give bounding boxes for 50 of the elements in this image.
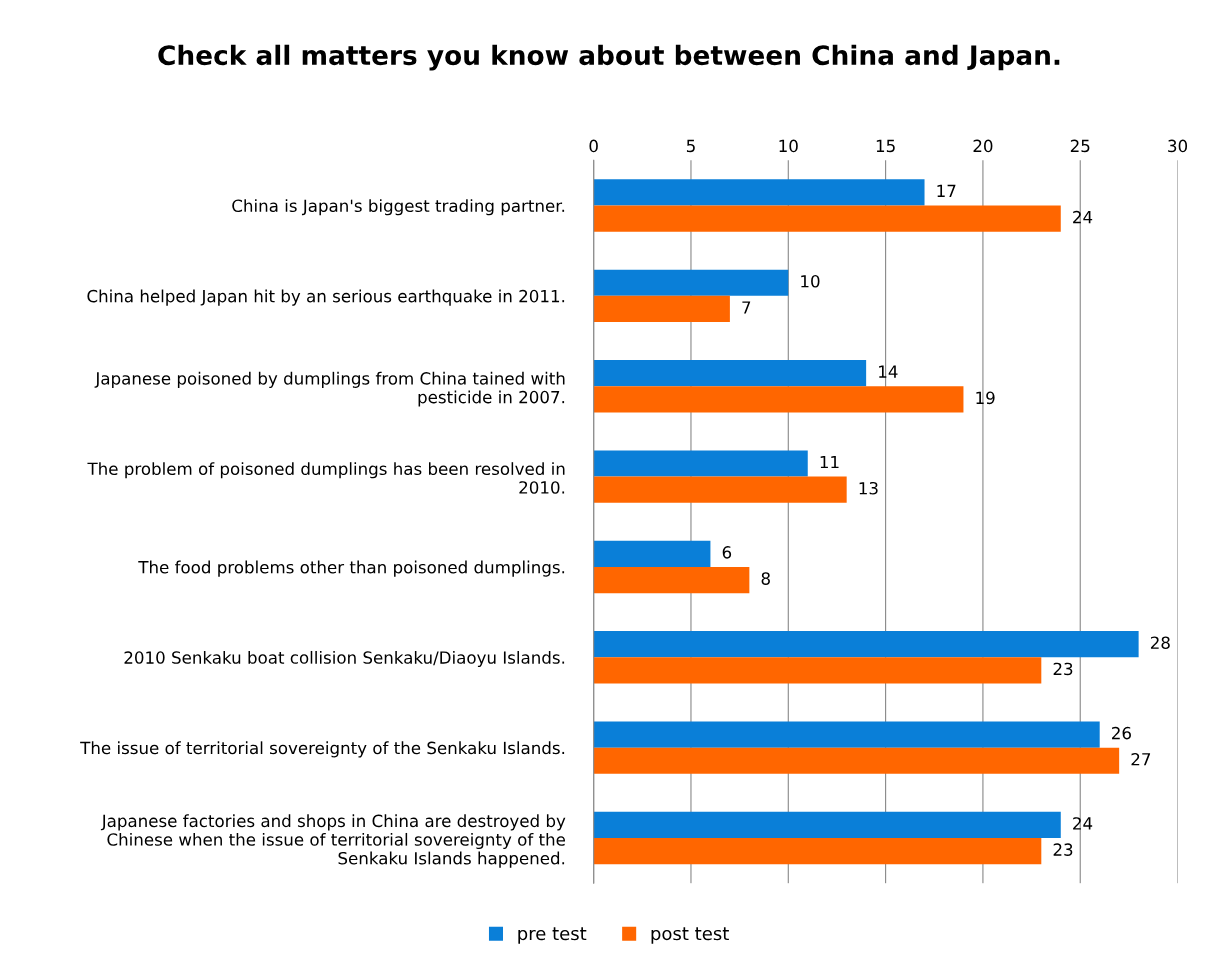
y-tick-label: The food problems other than poisoned dumplings.	[138, 560, 565, 577]
x-tick-label: 0	[589, 139, 598, 153]
data-label: 8	[761, 572, 770, 585]
bar	[593, 631, 1139, 658]
data-label: 7	[742, 301, 751, 314]
data-label: 23	[1053, 843, 1073, 856]
data-label: 13	[859, 481, 878, 495]
bar	[593, 811, 1061, 839]
x-tick-label: 20	[973, 139, 993, 153]
bar	[593, 450, 808, 477]
bar	[593, 657, 1042, 684]
chart-title: Check all matters you know about between China and Japan.	[158, 44, 1060, 71]
y-tick-label: 2010 Senkaku boat collision Senkaku/Diaoyu Islands.	[124, 650, 565, 668]
bar	[593, 205, 1061, 232]
x-tick-label: 5	[686, 139, 695, 153]
data-label: 19	[976, 391, 995, 405]
x-tick-label: 15	[876, 139, 895, 153]
y-tick-label: The issue of territorial sovereignty of the Senkaku Islands.	[80, 741, 565, 758]
data-label: 6	[722, 546, 732, 559]
y-tick-label: The problem of poisoned dumplings has been resolved in 2010.	[87, 462, 565, 494]
data-label: 26	[1112, 726, 1131, 740]
legend-label: post test	[651, 927, 729, 944]
data-label: 24	[1073, 817, 1093, 830]
data-label: 24	[1073, 210, 1093, 224]
data-label: 28	[1150, 636, 1170, 650]
x-tick-label: 25	[1070, 139, 1090, 153]
y-tick-label: China is Japan's biggest trading partner.	[232, 199, 565, 216]
y-tick-label: Japanese poisoned by dumplings from China tained with pesticide in 2007.	[94, 371, 565, 407]
y-tick-label: China helped Japan hit by an serious earthquake in 2011.	[87, 289, 565, 306]
bar	[593, 269, 789, 296]
legend-label: pre test	[518, 927, 587, 944]
bar	[593, 747, 1120, 774]
bar	[593, 566, 750, 594]
data-label: 10	[801, 274, 820, 288]
bar	[593, 476, 847, 503]
bar	[593, 838, 1042, 865]
data-label: 27	[1131, 752, 1151, 766]
data-label: 11	[820, 455, 839, 469]
data-label: 17	[937, 184, 956, 197]
data-label: 23	[1053, 662, 1073, 676]
bar	[593, 360, 867, 387]
bar	[593, 386, 964, 413]
y-tick-label: Japanese factories and shops in China are destroyed by Chinese when the issue of territorial sovereignty of the Senkaku Islands happened.	[100, 814, 566, 868]
bar	[593, 721, 1100, 748]
x-tick-label: 10	[779, 139, 798, 153]
bar	[593, 295, 730, 323]
data-label: 14	[879, 365, 898, 378]
bar	[593, 540, 711, 567]
x-tick-label: 30	[1168, 139, 1188, 153]
bar	[593, 179, 925, 206]
